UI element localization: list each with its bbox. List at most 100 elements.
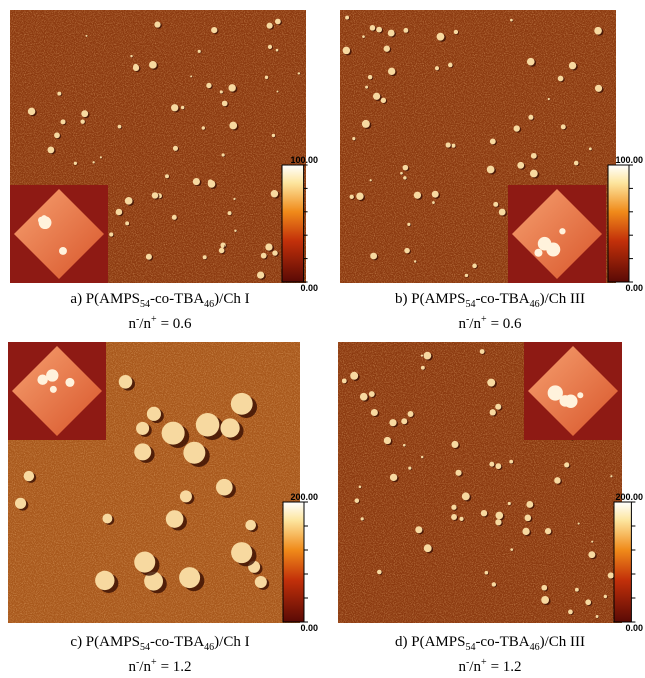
particle (276, 49, 279, 52)
particle (365, 86, 368, 89)
colorbar (614, 502, 631, 622)
particle (541, 596, 549, 604)
particle (415, 526, 422, 533)
particle (15, 498, 26, 509)
caption-part: 54 (140, 642, 150, 653)
inset-bump (59, 247, 67, 255)
afm-panel: 200.000.00d) P(AMPS54-co-TBA46)/Ch IIIn-… (338, 342, 643, 675)
particle (451, 441, 458, 448)
particle (370, 253, 377, 260)
particle (490, 139, 496, 145)
particle (265, 76, 268, 79)
particle (272, 134, 275, 137)
particle (554, 477, 561, 484)
particle (401, 418, 407, 424)
particle (578, 523, 580, 525)
particle (509, 460, 513, 464)
caption: c) P(AMPS54-co-TBA46)/Ch I (70, 634, 249, 653)
particle (604, 595, 607, 598)
particle (489, 462, 494, 467)
particle (272, 250, 277, 255)
particle (595, 85, 602, 92)
particle (198, 50, 201, 53)
particle (28, 108, 35, 115)
particle (451, 505, 456, 510)
particle (172, 215, 177, 220)
particle (356, 193, 363, 200)
particle (228, 211, 232, 215)
particle (495, 512, 503, 520)
particle (231, 393, 253, 415)
particle (376, 27, 382, 33)
colorbar-min: 0.00 (625, 283, 643, 293)
particle (455, 470, 461, 476)
particle (343, 47, 351, 55)
particle (526, 501, 533, 508)
particle (446, 142, 451, 147)
particle (481, 510, 487, 516)
inset-bump (559, 228, 565, 234)
ratio-part: + (481, 314, 487, 325)
particle (275, 19, 281, 25)
particle (389, 419, 396, 426)
caption-part: 54 (465, 299, 475, 310)
particle (222, 153, 225, 156)
particle (276, 90, 278, 92)
particle (462, 492, 470, 500)
ratio: n-/n+= 0.6 (458, 314, 522, 332)
particle (514, 125, 520, 131)
particle (231, 542, 252, 563)
caption-part: b) P(AMPS (395, 291, 465, 307)
particle (472, 264, 477, 269)
caption-part: -co-TBA (150, 634, 204, 650)
particle (362, 35, 365, 38)
particle (591, 541, 593, 543)
ratio-part: = 0.6 (491, 316, 522, 332)
afm-panel: 100.000.00b) P(AMPS54-co-TBA46)/Ch IIIn-… (340, 10, 643, 332)
particle (345, 16, 349, 20)
particle (381, 98, 386, 103)
particle (100, 156, 102, 158)
particle (152, 192, 158, 198)
particle (493, 202, 498, 207)
particle (179, 567, 200, 588)
particle (564, 462, 569, 467)
particle (404, 248, 410, 254)
caption-part: -co-TBA (150, 291, 204, 307)
inset-bump (50, 386, 57, 393)
ratio-part: + (481, 657, 487, 668)
particle (109, 232, 113, 236)
particle (487, 379, 495, 387)
particle (147, 407, 161, 421)
caption-part: 46 (530, 642, 540, 653)
particle (362, 120, 370, 128)
particle (181, 106, 185, 110)
particle (134, 443, 151, 460)
particle (166, 510, 184, 528)
colorbar (608, 165, 629, 282)
particle (432, 201, 435, 204)
particle (359, 486, 362, 489)
particle (360, 393, 368, 401)
particle (355, 498, 360, 503)
afm-panel: 100.000.00a) P(AMPS54-co-TBA46)/Ch In-/n… (10, 10, 318, 332)
particle (373, 93, 380, 100)
ratio-part: /n (139, 316, 151, 332)
caption-part: a) P(AMPS (70, 291, 140, 307)
particle (245, 520, 256, 531)
ratio-part: + (151, 314, 157, 325)
particle (424, 352, 432, 360)
inset-bump (39, 216, 52, 229)
particle (414, 192, 421, 199)
particle (370, 25, 376, 31)
particle (408, 467, 411, 470)
particle (361, 517, 364, 520)
caption-part: 46 (530, 299, 540, 310)
particle (384, 46, 390, 52)
particle (388, 30, 395, 37)
particle (267, 23, 273, 29)
caption-part: )/Ch III (540, 291, 585, 307)
particle (569, 62, 576, 69)
caption: a) P(AMPS54-co-TBA46)/Ch I (70, 291, 249, 310)
particle (408, 411, 414, 417)
